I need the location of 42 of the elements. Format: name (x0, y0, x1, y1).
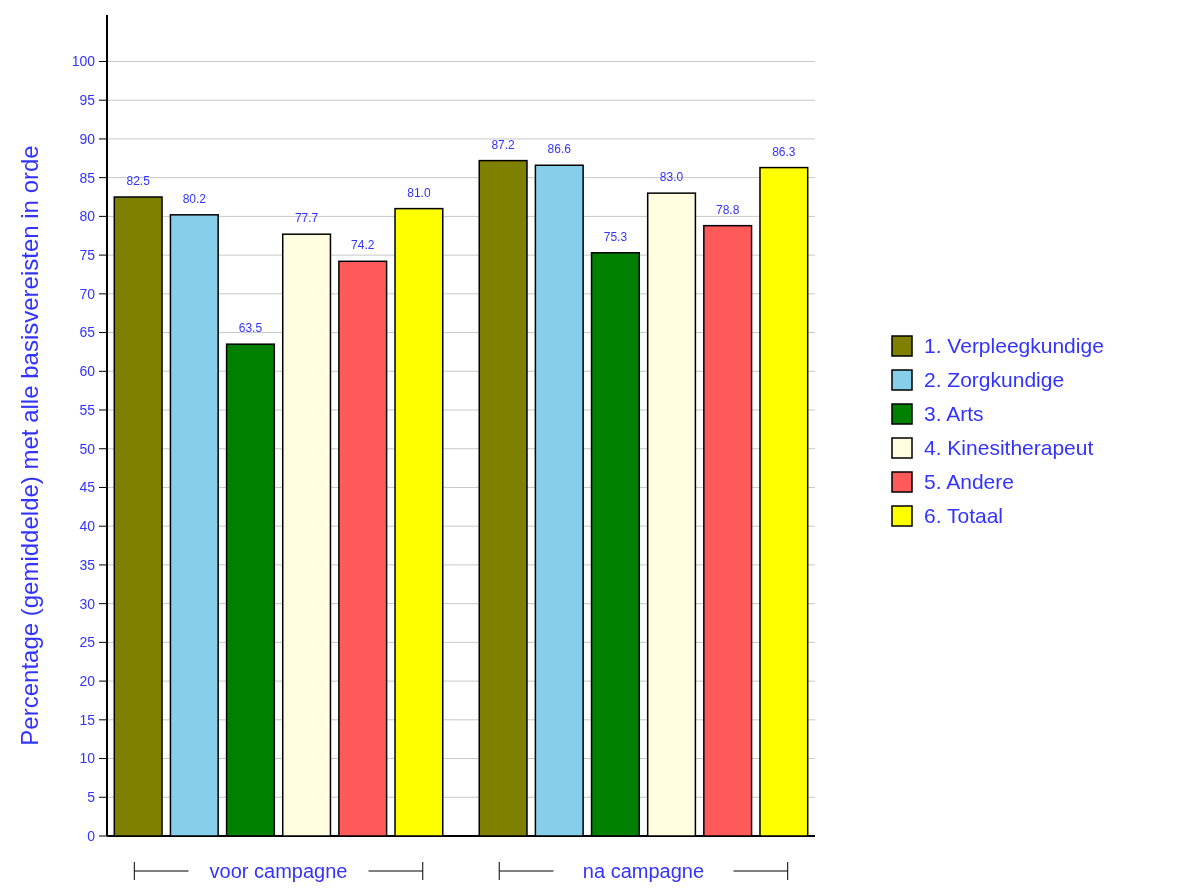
legend-label: 5. Andere (924, 470, 1014, 494)
legend-label: 1. Verpleegkundige (924, 334, 1104, 358)
y-tick-label: 50 (79, 440, 96, 457)
legend-label: 6. Totaal (924, 504, 1004, 528)
y-tick-label: 70 (79, 285, 96, 302)
y-tick-label: 35 (79, 556, 96, 573)
y-tick-label: 60 (79, 363, 96, 380)
y-tick-label: 75 (79, 247, 96, 263)
y-tick-label: 55 (79, 401, 96, 418)
legend-label: 3. Arts (924, 402, 984, 426)
y-tick-label: 40 (79, 518, 96, 535)
x-tick-label: na campagne (582, 860, 705, 882)
y-tick-label: 30 (79, 595, 96, 612)
y-tick-label: 5 (87, 789, 96, 806)
y-tick-label: 85 (79, 169, 96, 186)
data-label: 77.7 (294, 211, 319, 226)
data-label: 86.3 (772, 144, 796, 159)
data-label: 87.2 (491, 137, 516, 152)
x-tick-label: voor campagne (209, 860, 348, 882)
data-label: 86.6 (547, 142, 572, 157)
data-label: 74.2 (351, 238, 375, 253)
data-label: 80.2 (182, 191, 207, 206)
data-label: 78.8 (716, 202, 740, 217)
y-tick-label: 90 (79, 130, 96, 147)
data-label: 83.0 (659, 170, 684, 185)
y-axis-title: Percentage (gemiddelde) met alle basisvereisten in orde (16, 145, 44, 746)
legend-label: 2. Zorgkundige (924, 368, 1065, 392)
y-tick-label: 0 (87, 827, 96, 844)
y-tick-label: 25 (79, 634, 96, 651)
y-tick-label: 15 (79, 711, 96, 728)
y-tick-label: 100 (71, 53, 96, 70)
y-tick-label: 80 (79, 208, 96, 225)
legend-label: 4. Kinesitherapeut (924, 436, 1094, 460)
y-tick-label: 65 (79, 324, 96, 341)
y-tick-label: 20 (79, 672, 96, 689)
y-tick-label: 45 (79, 479, 96, 496)
data-label: 82.5 (126, 174, 151, 189)
y-tick-label: 10 (79, 750, 96, 767)
y-tick-label: 95 (79, 92, 96, 109)
data-label: 75.3 (603, 229, 628, 244)
data-label: 81.0 (407, 185, 431, 200)
data-label: 63.5 (238, 321, 263, 336)
